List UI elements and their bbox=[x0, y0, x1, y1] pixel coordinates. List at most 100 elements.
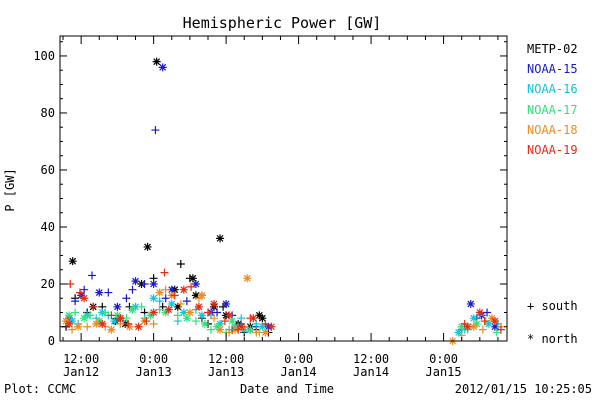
data-point-north bbox=[149, 279, 158, 288]
data-point-north bbox=[267, 322, 276, 331]
data-point-north bbox=[469, 322, 478, 331]
data-point-south bbox=[478, 325, 487, 334]
y-tick-label: 80 bbox=[41, 106, 55, 120]
data-point-north bbox=[243, 274, 252, 283]
legend-item-noaa-18: NOAA-18 bbox=[527, 122, 578, 137]
x-tick-date-label: Jan15 bbox=[426, 365, 462, 379]
data-point-south bbox=[155, 297, 164, 306]
data-point-south bbox=[89, 302, 98, 311]
data-point-south bbox=[124, 319, 133, 328]
data-point-north bbox=[249, 314, 258, 323]
data-point-north bbox=[210, 299, 219, 308]
data-point-north bbox=[116, 314, 125, 323]
data-point-south bbox=[252, 328, 261, 337]
legend-south-marker: + south bbox=[527, 299, 578, 313]
data-point-south bbox=[160, 268, 169, 277]
data-point-south bbox=[142, 317, 151, 326]
legend-north-marker: * north bbox=[527, 332, 578, 346]
data-point-south bbox=[220, 317, 229, 326]
data-point-south bbox=[83, 322, 92, 331]
data-point-north bbox=[194, 302, 203, 311]
data-point-north bbox=[113, 302, 122, 311]
x-tick-time-label: 0:00 bbox=[284, 352, 313, 366]
data-point-south bbox=[66, 279, 75, 288]
x-tick-date-label: Jan13 bbox=[136, 365, 172, 379]
y-tick-label: 100 bbox=[33, 49, 55, 63]
data-point-north bbox=[143, 242, 152, 251]
data-point-north bbox=[167, 299, 176, 308]
data-point-north bbox=[92, 319, 101, 328]
data-point-south bbox=[496, 325, 505, 334]
data-point-south bbox=[207, 325, 216, 334]
data-point-south bbox=[187, 282, 196, 291]
y-axis-label: P [GW] bbox=[3, 168, 17, 211]
series-noaa-18 bbox=[62, 274, 505, 345]
data-point-north bbox=[125, 322, 134, 331]
series-noaa-15 bbox=[65, 63, 502, 334]
data-point-north bbox=[95, 288, 104, 297]
legend: METP-02 NOAA-15 NOAA-16 NOAA-17 NOAA-18 … bbox=[527, 42, 597, 163]
data-point-north bbox=[475, 308, 484, 317]
data-point-north bbox=[80, 294, 89, 303]
data-point-south bbox=[122, 294, 131, 303]
data-point-south bbox=[252, 319, 261, 328]
data-point-south bbox=[104, 288, 113, 297]
x-tick-time-label: 12:00 bbox=[208, 352, 244, 366]
data-point-south bbox=[173, 311, 182, 320]
data-point-north bbox=[155, 288, 164, 297]
data-point-south bbox=[137, 302, 146, 311]
data-point-north bbox=[197, 291, 206, 300]
data-point-north bbox=[484, 319, 493, 328]
data-point-south bbox=[86, 311, 95, 320]
legend-item-noaa-16: NOAA-16 bbox=[527, 82, 578, 97]
data-point-south bbox=[480, 317, 489, 326]
legend-item-noaa-19: NOAA-19 bbox=[527, 142, 578, 157]
y-tick-label: 40 bbox=[41, 220, 55, 234]
data-point-north bbox=[228, 317, 237, 326]
data-point-north bbox=[110, 317, 119, 326]
data-point-north bbox=[261, 328, 270, 337]
chart-title: Hemispheric Power [GW] bbox=[183, 14, 382, 32]
data-point-north bbox=[258, 314, 267, 323]
y-tick-label: 0 bbox=[48, 334, 55, 348]
data-point-north bbox=[469, 314, 478, 323]
data-point-north bbox=[182, 314, 191, 323]
data-point-south bbox=[149, 319, 158, 328]
data-point-north bbox=[65, 319, 74, 328]
legend-item-metp-02: METP-02 bbox=[527, 42, 578, 56]
footer-timestamp: 2012/01/15 10:25:05 bbox=[454, 382, 592, 396]
data-point-south bbox=[492, 328, 501, 337]
x-tick-time-label: 0:00 bbox=[429, 352, 458, 366]
data-point-south bbox=[161, 285, 170, 294]
data-point-south bbox=[140, 279, 149, 288]
data-point-north bbox=[246, 325, 255, 334]
data-point-south bbox=[225, 328, 234, 337]
plot-frame bbox=[59, 35, 508, 342]
x-axis-label: Date and Time bbox=[240, 382, 334, 396]
series-noaa-17 bbox=[65, 302, 501, 337]
x-tick-date-label: Jan14 bbox=[281, 365, 317, 379]
data-point-north bbox=[107, 325, 116, 334]
data-point-south bbox=[155, 305, 164, 314]
data-point-south bbox=[71, 308, 80, 317]
data-point-north bbox=[222, 299, 231, 308]
data-point-north bbox=[216, 325, 225, 334]
data-point-south bbox=[176, 299, 185, 308]
data-point-south bbox=[161, 294, 170, 303]
data-point-south bbox=[71, 297, 80, 306]
series-noaa-19 bbox=[65, 268, 505, 334]
data-point-north bbox=[200, 319, 209, 328]
x-tick-date-label: Jan13 bbox=[208, 365, 244, 379]
x-tick-date-label: Jan14 bbox=[353, 365, 389, 379]
data-point-north bbox=[191, 291, 200, 300]
x-tick-time-label: 12:00 bbox=[353, 352, 389, 366]
data-point-south bbox=[191, 317, 200, 326]
data-point-north bbox=[65, 311, 74, 320]
data-point-north bbox=[490, 322, 499, 331]
y-tick-label: 20 bbox=[41, 277, 55, 291]
data-point-south bbox=[68, 325, 77, 334]
data-point-north bbox=[490, 317, 499, 326]
data-point-north bbox=[463, 322, 472, 331]
data-point-north bbox=[131, 277, 140, 286]
